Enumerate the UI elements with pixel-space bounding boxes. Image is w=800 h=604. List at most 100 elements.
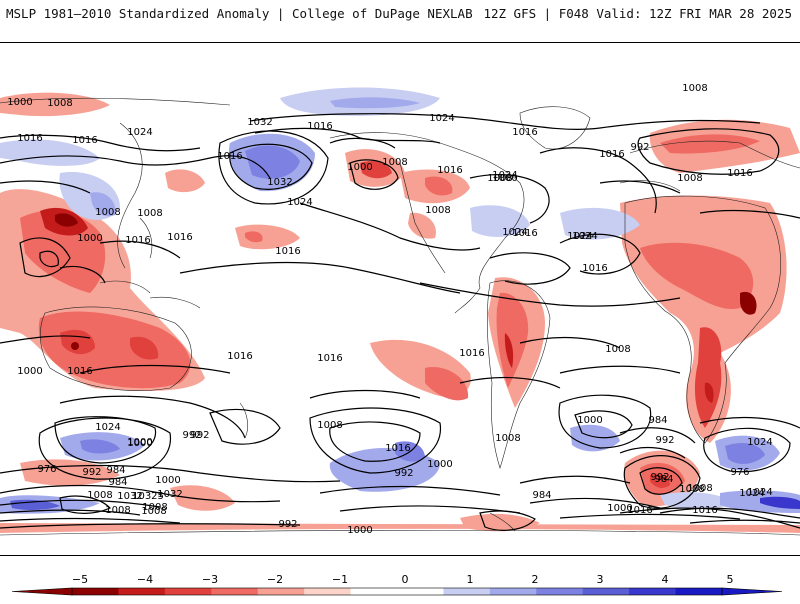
coastlines — [0, 97, 800, 536]
colorbar-swatch — [629, 588, 677, 595]
colorbar-tick-label: 1 — [467, 573, 474, 586]
isobar-label: 992 — [650, 472, 669, 483]
isobar-label: 992 — [82, 467, 101, 478]
isobar-label: 1016 — [217, 151, 242, 162]
isobar-label: 1024 — [739, 488, 764, 499]
isobar-label: 1024 — [572, 231, 597, 242]
colorbar-max-arrow — [721, 587, 783, 596]
isobar-label: 1008 — [105, 505, 130, 516]
colorbar-swatch — [304, 588, 352, 595]
isobar-label: 984 — [108, 477, 127, 488]
isobar-label: 10325 — [132, 491, 164, 502]
isobar-label: 984 — [654, 474, 673, 485]
colorbar-swatch — [118, 588, 166, 595]
isobar-label: 992 — [655, 435, 674, 446]
isobar-label: 1000 — [347, 162, 372, 173]
colorbar-swatch — [257, 588, 305, 595]
isobar-label: 1000 — [347, 525, 372, 536]
colorbar-swatch — [582, 588, 630, 595]
isobar-label: 992 — [190, 430, 209, 441]
isobar-label: 1016 — [512, 127, 537, 138]
isobar-label: 1032 — [157, 489, 182, 500]
isobar-label: 984 — [106, 465, 125, 476]
isobar-label: 976 — [37, 464, 56, 475]
colorbar-outline — [71, 587, 723, 596]
isobar-label: 1016 — [67, 366, 92, 377]
colorbar-tick-label: 5 — [727, 573, 734, 586]
isobar-label: 1016 — [385, 443, 410, 454]
colorbar-tick-label: −3 — [202, 573, 218, 586]
isobar-label: 1008 — [142, 502, 167, 513]
isobar-label: 1016 — [437, 165, 462, 176]
isobar-label: 976 — [730, 467, 749, 478]
isobar-label: 1000 — [155, 475, 180, 486]
isobar-label: 992 — [630, 142, 649, 153]
isobar-label: 992 — [394, 468, 413, 479]
isobar-label: 1016 — [582, 263, 607, 274]
isobar-label: 1000 — [77, 233, 102, 244]
isobar-label: 1016 — [627, 505, 652, 516]
colorbar-swatch — [489, 588, 537, 595]
isobar-label: 1016 — [167, 232, 192, 243]
colorbar: −5 −4 −3 −2 −1 0 1 2 3 4 5 — [0, 566, 800, 600]
isobar-label: 1024 — [567, 231, 592, 242]
colorbar-tick-label: −4 — [137, 573, 153, 586]
isobar-label: 1000 — [577, 415, 602, 426]
isobar-label: 992 — [278, 519, 297, 530]
colorbar-swatch — [164, 588, 212, 595]
colorbar-tick-label: 4 — [662, 573, 669, 586]
colorbar-swatch — [536, 588, 584, 595]
isobar-label: 1008 — [679, 484, 704, 495]
isobar-label: 1000 — [127, 437, 152, 448]
negative-anomaly-shading — [0, 92, 800, 533]
isobar-label: 1032 — [267, 177, 292, 188]
isobar-label: 1008 — [425, 205, 450, 216]
colorbar-min-arrow — [11, 587, 73, 596]
isobar-label: 1008 — [495, 433, 520, 444]
isobar-label: 1008 — [605, 344, 630, 355]
isobar-label: 1000 — [427, 459, 452, 470]
colorbar-tick-label: −5 — [72, 573, 88, 586]
isobar-label: 1024 — [127, 127, 152, 138]
isobar-label: 1016 — [459, 348, 484, 359]
isobar-label: 1008 — [87, 490, 112, 501]
colorbar-swatch — [443, 588, 491, 595]
isobar-label: 1008 — [95, 207, 120, 218]
colorbar-swatch — [397, 588, 444, 595]
colorbar-tick-label: −2 — [267, 573, 283, 586]
isobar-label: 1024 — [429, 113, 454, 124]
isobar-label: 1000 — [127, 438, 152, 449]
isobars — [0, 113, 800, 531]
colorbar-canvas: −5 −4 −3 −2 −1 0 1 2 3 4 5 — [11, 573, 783, 596]
isobar-label: 984 — [532, 490, 551, 501]
colorbar-tick-label: 0 — [402, 573, 409, 586]
isobar-label: 1016 — [227, 351, 252, 362]
anomaly-map: 1024 1016 1000 1008 1016 1024 1016 1032 1032 1016… — [0, 42, 800, 556]
isobar-label: 1016 — [512, 228, 537, 239]
isobar-label: 1016 — [599, 149, 624, 160]
colorbar-swatch — [211, 588, 259, 595]
isobar-label: 1032 — [247, 117, 272, 128]
isobar-label: 1008 — [47, 98, 72, 109]
isobar-label: 1008 — [382, 157, 407, 168]
isobar-label: 1024 — [287, 197, 312, 208]
isobar-label: 1000 — [492, 173, 517, 184]
isobar-label: 1016 — [727, 168, 752, 179]
isobar-label: 992 — [182, 430, 201, 441]
isobar-label: 1008 — [487, 173, 512, 184]
isobar-label: 1016 — [692, 505, 717, 516]
colorbar-swatch — [350, 588, 398, 595]
isobar-label: 1016 — [317, 353, 342, 364]
isobar-label: 1008 — [687, 483, 712, 494]
isobar-label: 1000 — [7, 97, 32, 108]
isobar-label: 1016 — [275, 246, 300, 257]
isobar-label: 1000 — [607, 503, 632, 514]
isobar-label: 1032 — [117, 491, 142, 502]
isobar-label: 1008 — [137, 208, 162, 219]
map-title: MSLP 1981–2010 Standardized Anomaly | Co… — [6, 6, 473, 21]
model-run-info: 12Z GFS | F048 Valid: 12Z FRI MAR 28 202… — [483, 6, 792, 21]
isobar-label: 1008 — [677, 173, 702, 184]
colorbar-tick-label: 3 — [597, 573, 604, 586]
